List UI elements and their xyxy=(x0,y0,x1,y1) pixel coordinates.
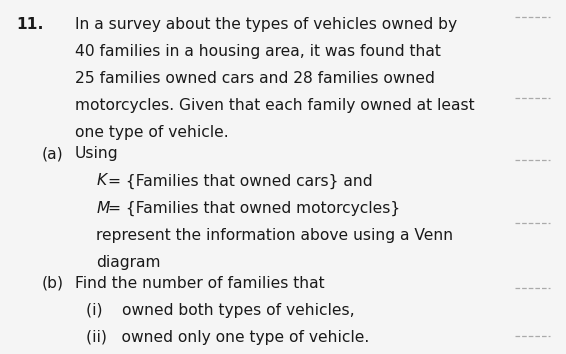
Text: (ii)   owned only one type of vehicle.: (ii) owned only one type of vehicle. xyxy=(85,330,369,345)
Text: M: M xyxy=(96,200,110,216)
Text: 11.: 11. xyxy=(16,17,44,32)
Text: K: K xyxy=(96,173,106,188)
Text: 25 families owned cars and 28 families owned: 25 families owned cars and 28 families o… xyxy=(75,71,435,86)
Text: Find the number of families that: Find the number of families that xyxy=(75,276,324,291)
Text: (i)    owned both types of vehicles,: (i) owned both types of vehicles, xyxy=(85,303,354,318)
Text: motorcycles. Given that each family owned at least: motorcycles. Given that each family owne… xyxy=(75,98,474,113)
Text: (a): (a) xyxy=(42,147,64,161)
Text: Using: Using xyxy=(75,147,118,161)
Text: In a survey about the types of vehicles owned by: In a survey about the types of vehicles … xyxy=(75,17,457,32)
Text: (b): (b) xyxy=(42,276,64,291)
Text: = {Families that owned cars} and: = {Families that owned cars} and xyxy=(108,173,373,189)
Text: represent the information above using a Venn: represent the information above using a … xyxy=(96,228,453,242)
Text: = {Families that owned motorcycles}: = {Families that owned motorcycles} xyxy=(108,200,401,216)
Text: 40 families in a housing area, it was found that: 40 families in a housing area, it was fo… xyxy=(75,44,440,59)
Text: diagram: diagram xyxy=(96,255,161,270)
Text: one type of vehicle.: one type of vehicle. xyxy=(75,125,228,141)
